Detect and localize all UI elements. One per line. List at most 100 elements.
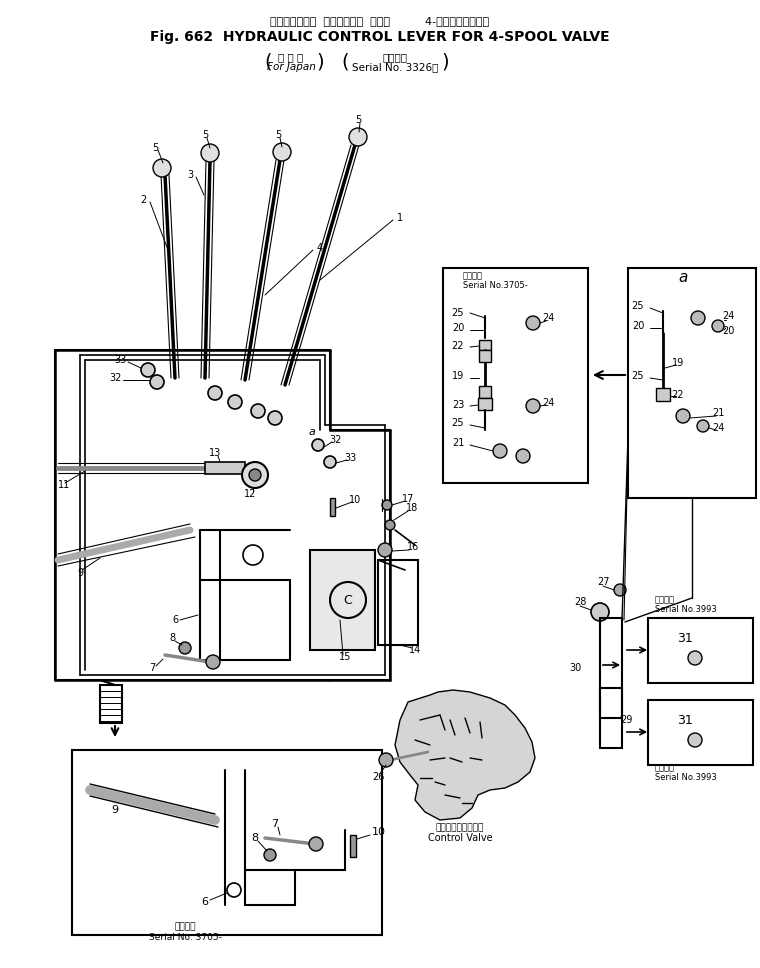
Circle shape [676, 409, 690, 423]
Text: Control Valve: Control Valve [428, 833, 492, 843]
Bar [72, 750, 382, 935]
Text: 4: 4 [317, 243, 323, 253]
Text: 24: 24 [542, 313, 554, 323]
Text: 8: 8 [252, 833, 258, 843]
Text: 26: 26 [372, 772, 385, 782]
Text: 28: 28 [574, 597, 586, 607]
Circle shape [712, 320, 724, 332]
Text: ハイドロリック  コントロール  レバー          4-スプールバルブ用: ハイドロリック コントロール レバー 4-スプールバルブ用 [271, 16, 489, 26]
Text: 11: 11 [58, 480, 70, 490]
Circle shape [493, 444, 507, 458]
Bar [350, 835, 356, 857]
Text: a: a [309, 427, 315, 437]
Bar [648, 700, 753, 765]
Text: 29: 29 [620, 715, 632, 725]
Text: 32: 32 [329, 435, 341, 445]
Circle shape [242, 462, 268, 488]
Bar [479, 386, 491, 398]
Bar [600, 618, 622, 718]
Text: a: a [679, 270, 688, 286]
Circle shape [516, 449, 530, 463]
Text: C: C [344, 593, 353, 607]
Circle shape [614, 584, 626, 596]
Circle shape [382, 500, 392, 510]
Text: For Japan: For Japan [267, 62, 315, 72]
Circle shape [591, 603, 609, 621]
Text: 19: 19 [672, 358, 684, 368]
Text: (: ( [341, 52, 349, 71]
Text: 5: 5 [152, 143, 158, 153]
Circle shape [385, 520, 395, 530]
Text: 6: 6 [201, 897, 208, 907]
Circle shape [208, 386, 222, 400]
Text: 3: 3 [187, 170, 193, 180]
Text: Fig. 662  HYDRAULIC CONTROL LEVER FOR 4-SPOOL VALVE: Fig. 662 HYDRAULIC CONTROL LEVER FOR 4-S… [150, 30, 610, 44]
Bar [479, 350, 491, 362]
Text: 31: 31 [677, 713, 693, 727]
Text: 14: 14 [409, 645, 421, 655]
Text: 24: 24 [712, 423, 724, 433]
Text: 6: 6 [172, 615, 178, 625]
Bar [478, 398, 492, 410]
Circle shape [312, 439, 324, 451]
Text: コントロールバルブ: コントロールバルブ [435, 824, 484, 832]
Text: 23: 23 [451, 400, 464, 410]
Bar [205, 462, 245, 474]
Circle shape [179, 642, 191, 654]
Text: ): ) [316, 52, 324, 71]
Text: 19: 19 [452, 371, 464, 381]
Circle shape [324, 456, 336, 468]
Circle shape [688, 651, 702, 665]
Bar [100, 685, 122, 723]
Text: 1: 1 [397, 213, 403, 223]
Text: 7: 7 [271, 819, 279, 829]
Text: 33: 33 [344, 453, 356, 463]
Text: Serial No.3993: Serial No.3993 [655, 604, 717, 614]
Text: 17: 17 [402, 494, 414, 504]
Bar [330, 498, 335, 516]
Text: 5: 5 [202, 130, 208, 140]
Text: 31: 31 [677, 631, 693, 645]
Text: 25: 25 [632, 371, 644, 381]
Text: 32: 32 [109, 373, 121, 383]
PathPatch shape [395, 690, 535, 820]
Text: 適用号機: 適用号機 [463, 271, 483, 281]
Circle shape [349, 128, 367, 146]
Text: Serial No. 3326～: Serial No. 3326～ [352, 62, 439, 72]
Text: 13: 13 [209, 448, 221, 458]
Text: 21: 21 [451, 438, 464, 448]
Bar [310, 550, 375, 650]
Text: 25: 25 [451, 308, 464, 318]
Text: 10: 10 [349, 495, 361, 505]
Circle shape [150, 375, 164, 389]
Text: 10: 10 [372, 827, 386, 837]
Circle shape [691, 311, 705, 325]
Circle shape [141, 363, 155, 377]
Circle shape [688, 733, 702, 747]
Text: 9: 9 [77, 568, 83, 578]
Text: 18: 18 [406, 503, 418, 513]
Text: 21: 21 [712, 408, 724, 418]
Text: 適用号機: 適用号機 [655, 595, 675, 604]
Text: 適用号機: 適用号機 [382, 52, 407, 62]
Text: 8: 8 [169, 633, 175, 643]
Text: 25: 25 [451, 418, 464, 428]
Text: Serial No.3705-: Serial No.3705- [463, 281, 527, 289]
Text: 20: 20 [722, 326, 734, 336]
Text: 12: 12 [244, 489, 256, 499]
Text: 7: 7 [149, 663, 155, 673]
Bar [656, 388, 670, 401]
Bar [600, 688, 622, 748]
Text: 27: 27 [597, 577, 610, 587]
Bar [479, 340, 491, 350]
Text: 22: 22 [451, 341, 464, 351]
Circle shape [273, 143, 291, 161]
Text: 20: 20 [451, 323, 464, 333]
Bar [443, 268, 588, 483]
Text: 33: 33 [114, 355, 126, 365]
Circle shape [251, 404, 265, 418]
Text: 5: 5 [275, 130, 281, 140]
Bar [628, 268, 756, 498]
Circle shape [206, 655, 220, 669]
Circle shape [153, 159, 171, 177]
